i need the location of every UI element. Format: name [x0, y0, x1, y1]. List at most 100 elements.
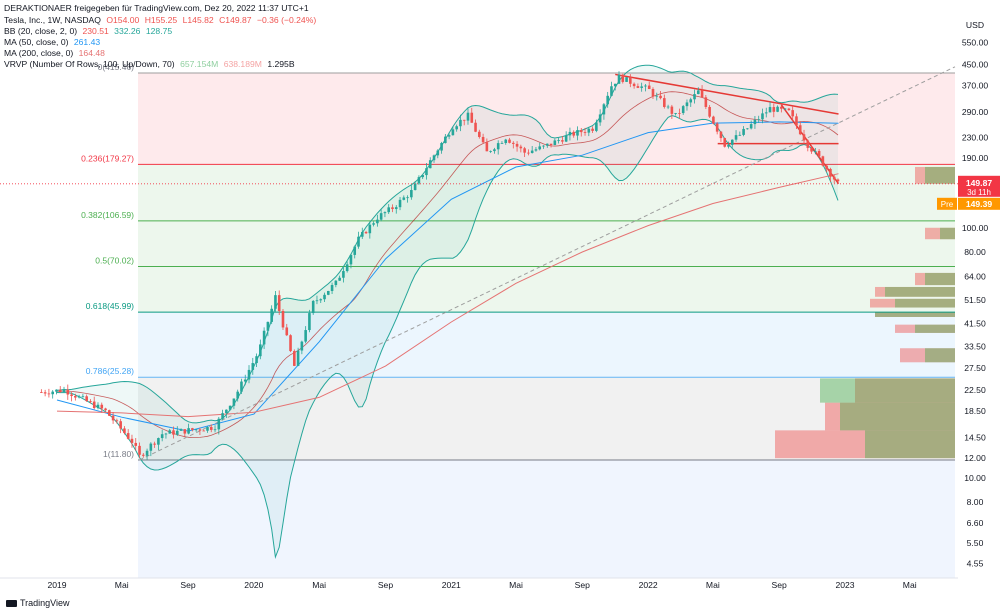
candle-body — [96, 404, 100, 409]
y-tick-label: 450.00 — [962, 59, 989, 69]
volume-bar — [915, 166, 955, 184]
candle-body — [368, 224, 372, 234]
candle-body — [538, 146, 542, 150]
ohlc-open: O154.00 — [106, 15, 140, 25]
volume-bar — [940, 227, 955, 240]
volume-bar — [775, 430, 955, 459]
candle-body — [157, 438, 160, 445]
candle-body — [617, 74, 621, 84]
candle-body — [636, 86, 640, 88]
y-tick-label: 8.00 — [967, 497, 984, 507]
candle-body — [553, 140, 557, 146]
pre-price-tag — [958, 197, 1000, 210]
candle-body — [387, 207, 391, 213]
volume-bar — [865, 430, 955, 459]
candle-body — [621, 74, 625, 82]
candle-body — [655, 95, 659, 97]
x-tick-label: Sep — [575, 580, 591, 590]
y-tick-label: 80.00 — [964, 247, 986, 257]
candle-body — [55, 389, 58, 392]
candle-body — [466, 112, 470, 121]
x-tick-label: Sep — [772, 580, 788, 590]
candle-body — [523, 148, 526, 153]
candle-body — [168, 430, 172, 434]
candle-body — [557, 140, 560, 141]
candle-body — [753, 119, 757, 125]
candle-body — [764, 112, 768, 114]
candle-body — [402, 197, 406, 200]
trend-lines — [139, 66, 956, 461]
x-axis: 2019 Mai Sep 2020 Mai Sep 2021 Mai Sep 2022 Mai Sep… — [0, 577, 958, 590]
candle-body — [685, 102, 689, 107]
bb-legend[interactable]: BB (20, close, 2, 0) 230.51 332.26 128.7… — [4, 26, 173, 36]
candle-body — [478, 131, 481, 137]
fib-zone — [138, 266, 955, 313]
candle-body — [530, 150, 534, 153]
ohlc-low: L145.82 — [182, 15, 214, 25]
candle-body — [217, 418, 221, 430]
ohlc-close: C149.87 — [219, 15, 252, 25]
candle-body — [829, 168, 832, 177]
candle-body — [730, 139, 734, 145]
candle-body — [115, 420, 119, 422]
vrvp-legend[interactable]: VRVP (Number Of Rows, 100, Up/Down, 70) … — [4, 59, 295, 69]
candle-body — [447, 135, 451, 137]
ohlc-change: −0.36 (−0.24%) — [256, 15, 317, 25]
candle-body — [708, 106, 711, 117]
ma50-legend[interactable]: MA (50, close, 0) 261.43 — [4, 37, 101, 47]
candle-body — [795, 116, 798, 126]
candle-body — [191, 428, 194, 430]
candle-body — [111, 415, 115, 421]
bb-lower — [56, 114, 839, 559]
candle-body — [232, 398, 236, 406]
brand-label: TradingView — [20, 598, 70, 608]
fib-label: 1(11.80) — [103, 449, 134, 459]
y-tick-label: 100.00 — [962, 223, 989, 233]
fib-label: 0(415.46) — [98, 62, 135, 72]
x-tick-label: Mai — [903, 580, 917, 590]
candle-body — [240, 381, 243, 392]
candle-body — [202, 430, 206, 432]
volume-bar — [875, 312, 955, 317]
publisher-line: DERAKTIONAER freigegeben für TradingView… — [4, 3, 309, 13]
candle-body — [783, 108, 787, 110]
candle-body — [225, 409, 228, 414]
candle-body — [315, 300, 319, 302]
candle-body — [319, 299, 323, 301]
candle-body — [266, 321, 270, 331]
candle-body — [780, 106, 783, 109]
candle-body — [436, 150, 440, 156]
candle-body — [141, 454, 145, 456]
ma200-legend[interactable]: MA (200, close, 0) 164.48 — [4, 48, 105, 58]
candle-body — [379, 213, 383, 220]
candle-body — [659, 95, 662, 99]
currency-label: USD — [966, 20, 984, 30]
candle-body — [149, 443, 153, 451]
candle-body — [640, 86, 643, 88]
candle-body — [576, 130, 579, 136]
symbol-label: Tesla, Inc., 1W, NASDAQ — [4, 15, 101, 25]
candle-body — [470, 112, 474, 123]
y-tick-label: 6.60 — [967, 518, 984, 528]
candle-body — [598, 114, 602, 123]
candle-body — [296, 350, 300, 366]
candle-body — [123, 428, 126, 434]
pre-label: Pre — [941, 200, 954, 209]
volume-bar — [885, 286, 955, 297]
candle-body — [591, 128, 594, 131]
candle-body — [568, 131, 572, 136]
candle-body — [496, 143, 500, 150]
candle-body — [262, 330, 266, 345]
fib-zone — [138, 164, 955, 221]
footer-brand[interactable]: TradingView — [6, 598, 70, 608]
ma200-line — [56, 173, 839, 418]
candle-body — [372, 223, 375, 225]
candle-body — [338, 277, 341, 281]
x-tick-label: Mai — [509, 580, 523, 590]
candle-body — [727, 144, 730, 147]
candle-body — [40, 392, 43, 393]
candle-body — [836, 179, 840, 182]
candle-body — [674, 112, 677, 114]
candle-body — [221, 413, 224, 419]
candle-body — [326, 290, 330, 295]
